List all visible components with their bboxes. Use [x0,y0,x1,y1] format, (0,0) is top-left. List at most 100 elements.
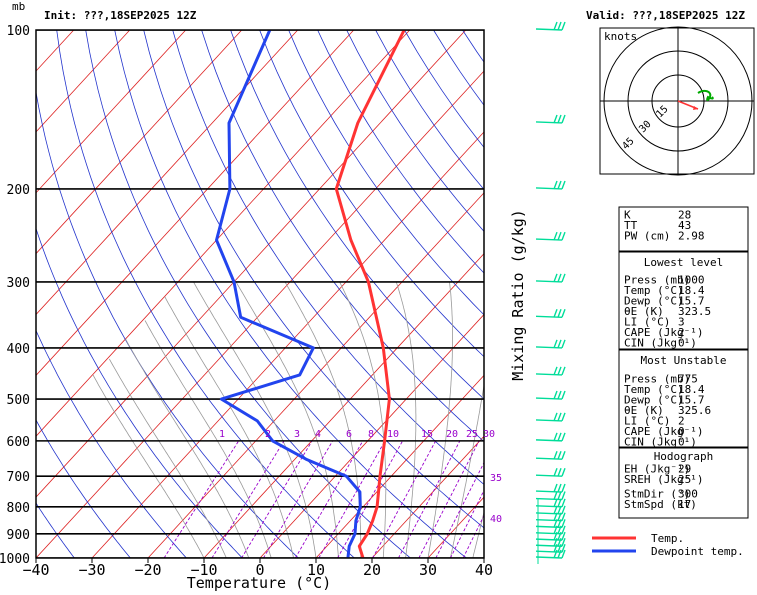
dry-adiabat-line [28,30,299,558]
dry-adiabat-line [86,30,411,558]
mixing-ratio-line [450,441,508,558]
wind-barb-feather [554,492,557,500]
isotherm-line [0,30,466,558]
isotherm-line [0,30,298,558]
init-time: Init: ???,18SEP2025 12Z [44,9,197,22]
moist-adiabat-line [109,359,226,558]
legend: Temp. Dewpoint temp. [592,532,744,558]
wind-barb-feather [554,181,557,189]
wind-barb-feather [558,232,561,240]
mixing-ratio-axis-label: Mixing Ratio (g/kg) [509,209,527,381]
wind-barb [536,484,565,492]
mixing-ratio-line [263,441,332,558]
wind-barb-feather [558,340,561,348]
pressure-tick-label: 900 [7,528,30,543]
wind-barb [536,367,565,375]
wind-barb [536,115,565,123]
x-tick-label: −40 [22,561,49,579]
wind-barb-feather [554,391,557,399]
wind-barb [536,499,565,507]
mixing-ratio-line [242,441,312,558]
wind-barb-feather [554,484,557,492]
wind-barb-feather [554,451,557,459]
wind-barb-feather [558,115,561,123]
wind-barb [536,340,565,348]
wind-barb-feather [562,499,565,507]
index-value: 0 [678,436,685,449]
wind-barb [536,413,565,421]
x-tick-label: −20 [134,561,161,579]
wind-barb-feather [558,433,561,441]
wind-barb [536,309,565,317]
wind-barb-feather [554,413,557,421]
valid-time: Valid: ???,18SEP2025 12Z [586,9,745,22]
hodograph-indices-title: Hodograph [654,450,714,463]
mixing-ratio-label: 1 [219,429,225,440]
index-label: SREH (Jkg⁻¹) [624,473,703,486]
wind-barb-feather [562,433,565,441]
wind-barb [536,232,565,240]
moist-adiabat-line [93,375,204,558]
x-tick-label: −30 [78,561,105,579]
wind-barb-feather [558,391,561,399]
mixing-ratio-label: 3 [294,429,300,440]
wind-barb-feather [554,433,557,441]
temperature-profile-line [336,30,404,558]
index-label: PW (cm) [624,230,670,243]
unit-label: mb [12,0,25,13]
mixing-ratio-label: 6 [346,429,352,440]
wind-barb-feather [562,309,565,317]
wind-barb [536,468,565,476]
wind-barb [536,433,565,441]
moist-adiabat-line [473,282,537,558]
wind-barb-feather [554,499,557,507]
pressure-tick-label: 800 [7,501,30,516]
wind-barb-feather [558,181,561,189]
pressure-tick-label: 600 [7,435,30,450]
mixing-ratio-label: 10 [387,429,399,440]
wind-barbs [536,22,565,564]
mixing-ratio-label: 35 [490,473,502,484]
wind-barb [536,274,565,282]
wind-barb-feather [554,468,557,476]
moist-adiabat-line [285,282,361,558]
mixing-ratio-label: 2 [265,429,271,440]
pressure-tick-label: 700 [7,470,30,485]
wind-barb-feather [558,468,561,476]
wind-barb-feather [562,468,565,476]
pressure-tick-label: 400 [7,342,30,357]
pressure-tick-label: 300 [7,276,30,291]
x-tick-label: 20 [363,561,381,579]
wind-barb [536,451,565,459]
wind-barb-feather [562,492,565,500]
index-value: 17 [678,498,691,511]
index-label: CIN (Jkg⁻¹) [624,436,697,449]
legend-temp-label: Temp. [651,532,684,545]
legend-dewp-label: Dewpoint temp. [651,545,744,558]
mixing-ratio-label: 30 [483,429,495,440]
wind-barb-feather [558,309,561,317]
mixing-ratio-label: 40 [490,514,502,525]
pressure-tick-label: 100 [7,24,30,39]
moist-adiabat-line [126,339,249,558]
isotherm-line [36,30,522,558]
wind-barb-feather [554,340,557,348]
mixing-ratio-line [419,441,479,558]
mixing-ratio-line [338,441,403,558]
wind-barb-feather [562,413,565,421]
wind-barb-feather [558,22,561,30]
wind-barb-feather [562,22,565,30]
wind-barb-feather [558,274,561,282]
mixing-ratio-line [463,441,520,558]
hodograph-units: knots [604,30,637,43]
wind-barb-feather [562,367,565,375]
wind-barb-feather [554,274,557,282]
wind-barb-feather [554,367,557,375]
dewpoint-profile-line [217,30,361,558]
wind-barb-feather [554,309,557,317]
wind-barb-feather [554,232,557,240]
wind-barb [536,492,565,500]
